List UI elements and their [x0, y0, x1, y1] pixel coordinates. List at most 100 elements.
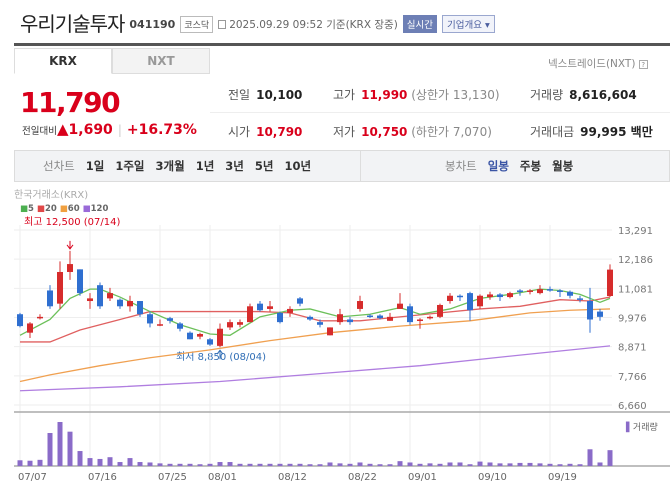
volume-bar	[167, 463, 173, 466]
candle-chart-label: 봉차트	[445, 159, 477, 173]
divider	[14, 43, 670, 46]
market-badge: 코스닥	[180, 15, 214, 33]
volume-bar	[387, 464, 393, 466]
tab-nxt[interactable]: NXT	[112, 48, 210, 74]
period-1d[interactable]: 1일	[85, 159, 105, 173]
high-annotation: 최고 12,500 (07/14)	[24, 217, 121, 228]
candle-body	[437, 304, 443, 317]
candle-body	[227, 322, 233, 328]
realtime-button[interactable]: 실시간	[402, 14, 438, 33]
volume-label: 거래량	[530, 88, 564, 102]
amount-label: 거래대금	[530, 125, 575, 139]
x-tick-label: 07/16	[88, 472, 117, 483]
legend-ma20: 20	[44, 204, 57, 214]
candle-body	[77, 269, 83, 294]
basis: 기준(KRX 장중)	[326, 18, 398, 31]
candle-body	[427, 316, 433, 319]
volume-bar	[377, 464, 383, 466]
volume-bar	[67, 431, 73, 466]
nextrade-label: 넥스트레이드(NXT)	[548, 58, 636, 70]
period-10y[interactable]: 10년	[284, 159, 312, 173]
volume-bar	[507, 463, 513, 466]
candle-body	[357, 301, 363, 309]
divider	[210, 112, 670, 113]
legend-ma5: 5	[28, 204, 34, 214]
candle-body	[477, 295, 483, 307]
period-5y[interactable]: 5년	[254, 159, 274, 173]
candle-body	[587, 301, 593, 320]
line-period-group: 선차트 1일 1주일 3개월 1년 3년 5년 10년	[43, 151, 311, 181]
high-value: 11,990	[361, 88, 408, 102]
volume-bar	[577, 464, 583, 466]
volume-bar	[177, 463, 183, 466]
volume-bar	[277, 463, 283, 466]
candle-daily[interactable]: 일봉	[487, 159, 509, 173]
timestamp: 2025.09.29 09:52 기준(KRX 장중)	[218, 17, 398, 32]
volume-bar	[487, 462, 493, 466]
stock-name: 우리기술투자	[20, 12, 125, 36]
volume-legend: ▌거래량	[626, 423, 658, 433]
volume-bar	[407, 462, 413, 466]
candle-body	[237, 322, 243, 325]
candle-body	[417, 319, 423, 321]
header: 우리기술투자 041190 코스닥 2025.09.29 09:52 기준(KR…	[20, 8, 495, 37]
low-arrow-icon	[216, 349, 224, 360]
y-tick-label: 11,081	[618, 284, 653, 295]
candle-body	[247, 306, 253, 323]
candle-body	[47, 290, 53, 307]
x-tick-label: 08/12	[278, 472, 307, 483]
candle-body	[387, 316, 393, 321]
volume-bar	[417, 463, 423, 466]
candle-body	[577, 298, 583, 300]
candle-body	[187, 332, 193, 340]
prev-close: 전일 10,100	[228, 86, 302, 103]
period-3m[interactable]: 3개월	[155, 159, 185, 173]
candle-body	[447, 295, 453, 302]
candle-weekly[interactable]: 주봉	[519, 159, 542, 173]
volume-bar	[557, 464, 563, 466]
volume-bar	[17, 460, 23, 466]
candle-body	[467, 293, 473, 311]
legend-ma120: 120	[90, 204, 109, 214]
volume-bar	[397, 461, 403, 466]
volume-bar	[527, 462, 533, 466]
volume-bar	[587, 449, 593, 466]
low-value: 10,750	[361, 125, 408, 139]
help-icon[interactable]: ?	[638, 60, 648, 69]
tab-krx[interactable]: KRX	[14, 48, 112, 74]
nextrade-link[interactable]: 넥스트레이드(NXT) ?	[548, 56, 648, 71]
candle-body	[137, 301, 143, 315]
period-bar: 선차트 1일 1주일 3개월 1년 3년 5년 10년 봉차트 일봉 주봉 월봉	[14, 150, 670, 182]
volume-bar	[147, 462, 153, 466]
volume-bar	[87, 458, 93, 466]
change-value: 1,690	[68, 122, 113, 138]
candle-body	[397, 303, 403, 309]
change-label: 전일대비	[22, 126, 57, 137]
volume-bar	[227, 462, 233, 466]
volume-bar	[457, 462, 463, 466]
candle-body	[277, 312, 283, 323]
price-change: 전일대비▲1,690 | +16.73%	[22, 120, 197, 138]
ma60-line	[19, 308, 611, 383]
period-1w[interactable]: 1주일	[115, 159, 145, 173]
high-price: 고가 11,990 (상한가 13,130)	[333, 86, 500, 103]
volume-bar	[107, 457, 113, 466]
volume-bar	[157, 463, 163, 466]
volume-bar	[517, 462, 523, 466]
up-arrow-icon: ▲	[56, 120, 69, 138]
candle-body	[147, 314, 153, 324]
volume-bar	[297, 463, 303, 466]
volume-value: 8,616,604	[569, 88, 637, 102]
period-1y[interactable]: 1년	[195, 159, 215, 173]
volume-bar	[497, 463, 503, 466]
company-info-dropdown[interactable]: 기업개요 ▾	[442, 14, 495, 33]
candle-monthly[interactable]: 월봉	[552, 159, 574, 173]
period-3y[interactable]: 3년	[225, 159, 244, 173]
candle-body	[327, 327, 333, 336]
candle-body	[287, 308, 293, 313]
line-chart-label: 선차트	[43, 159, 75, 173]
candle-body	[527, 290, 533, 292]
prev-label: 전일	[228, 88, 251, 102]
candle-body	[537, 289, 543, 294]
volume-bar	[257, 463, 263, 466]
